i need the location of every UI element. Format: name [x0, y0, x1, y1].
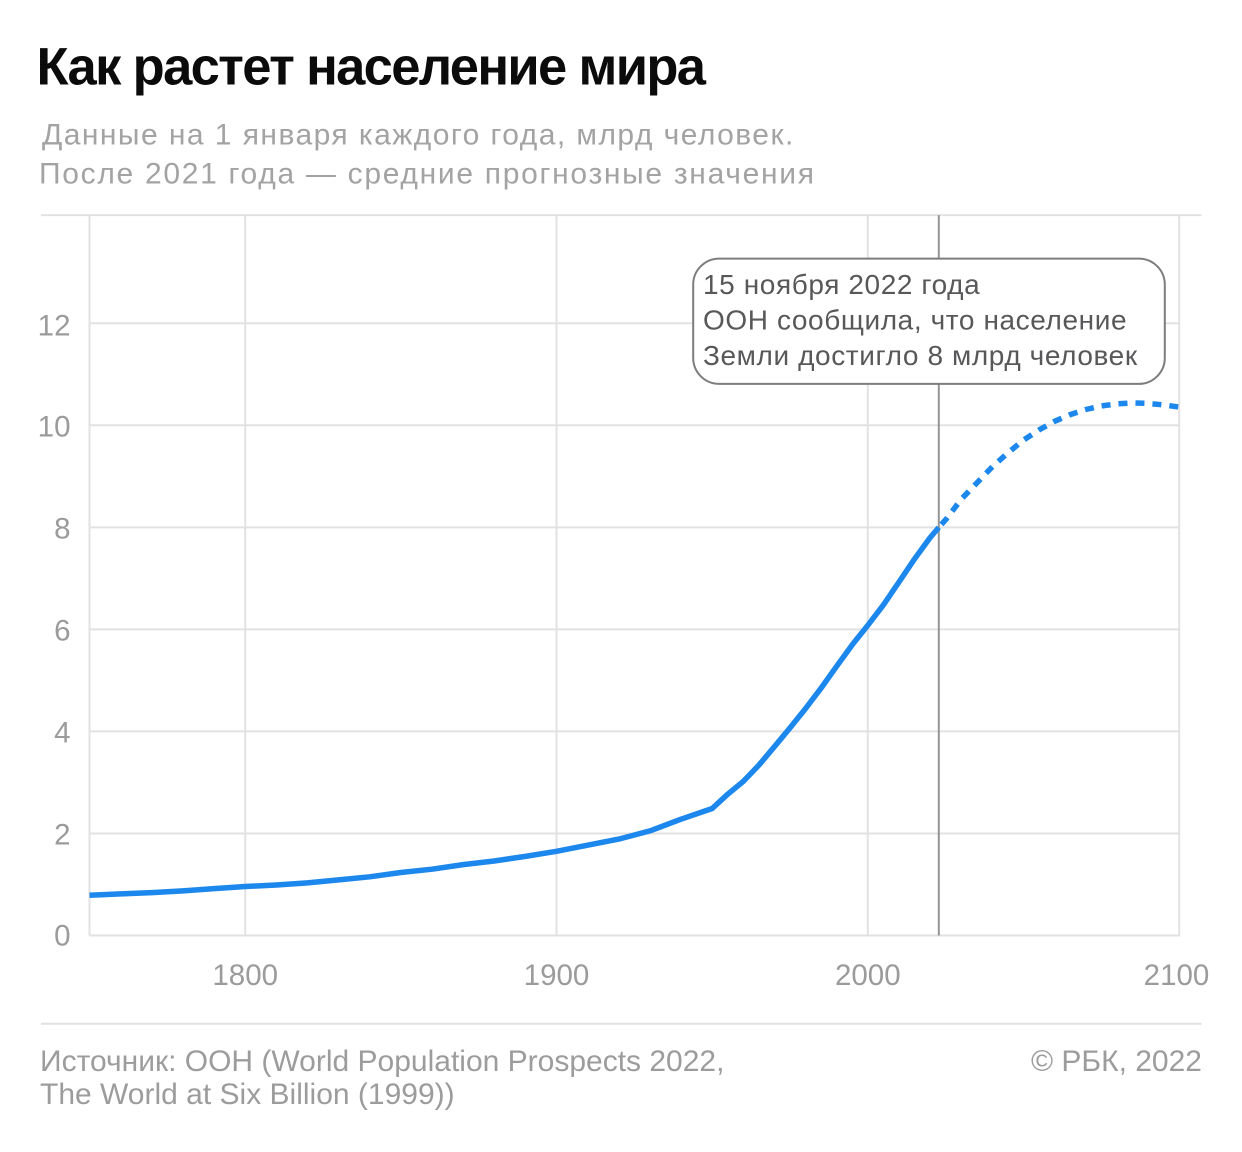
svg-text:ООН сообщила, что население: ООН сообщила, что население	[703, 305, 1127, 336]
svg-text:Источник: ООН (World Populatio: Источник: ООН (World Population Prospect…	[40, 1045, 724, 1078]
svg-text:0: 0	[54, 919, 70, 952]
svg-text:The World at Six Billion (1999: The World at Six Billion (1999))	[40, 1078, 455, 1111]
svg-text:8: 8	[54, 513, 70, 546]
svg-text:Земли достигло 8 млрд человек: Земли достигло 8 млрд человек	[703, 340, 1138, 371]
svg-text:10: 10	[38, 411, 71, 444]
svg-text:1800: 1800	[212, 959, 278, 992]
svg-text:15 ноября 2022 года: 15 ноября 2022 года	[703, 269, 980, 300]
svg-text:4: 4	[54, 717, 70, 750]
svg-text:После 2021 года — средние прог: После 2021 года — средние прогнозные зна…	[39, 157, 816, 190]
svg-text:2: 2	[54, 819, 70, 852]
svg-text:1900: 1900	[524, 959, 590, 992]
svg-text:Как растет население мира: Как растет население мира	[37, 38, 707, 97]
svg-text:12: 12	[38, 309, 71, 342]
svg-text:2000: 2000	[835, 959, 901, 992]
svg-text:2100: 2100	[1144, 959, 1210, 992]
svg-text:© РБК, 2022: © РБК, 2022	[1031, 1045, 1202, 1078]
svg-text:6: 6	[54, 615, 70, 648]
svg-text:Данные на 1 января каждого год: Данные на 1 января каждого года, млрд че…	[42, 118, 795, 151]
